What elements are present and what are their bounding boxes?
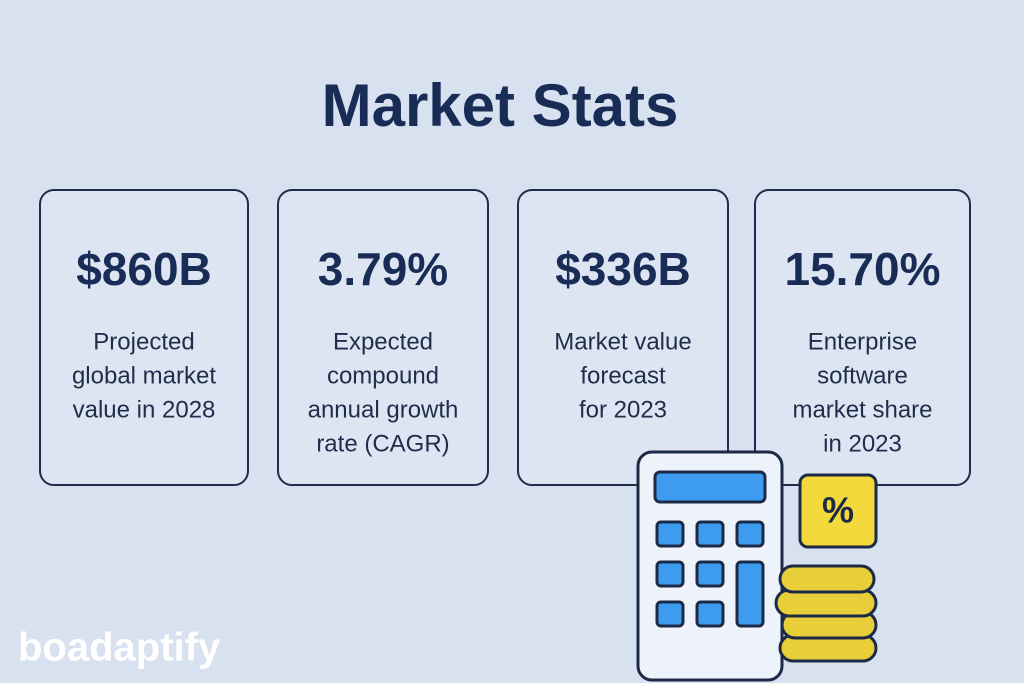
stat-description: market share [792,396,932,423]
stat-card [277,189,489,486]
calculator-illustration: % [636,450,878,682]
stat-description: Projected [93,328,194,355]
percent-badge [798,473,878,549]
percent-badge-label: % [822,490,854,531]
stat-description: rate (CAGR) [316,430,449,457]
stat-description: forecast [580,362,666,389]
stat-description: Enterprise [808,328,917,355]
stat-value: 3.79% [318,243,448,295]
stat-description: compound [327,362,439,389]
stat-description: Expected [333,328,433,355]
stat-value: 15.70% [784,243,940,295]
stat-description: Market value [554,328,691,355]
stat-description: global market [72,362,216,389]
stat-value: $336B [555,243,691,295]
title: Market Stats [322,72,679,139]
stat-description: value in 2028 [73,396,216,423]
cards: $860B Projected global market value in 2028… [39,189,971,486]
stat-description: software [817,362,908,389]
coins [774,564,878,663]
stat-description: annual growth [308,396,459,423]
logo: boadaptify [18,626,221,670]
stat-card [517,189,729,486]
stat-card [39,189,249,486]
stat-description: in 2023 [823,430,902,457]
stat-description: for 2023 [579,396,667,423]
stat-value: $860B [76,243,212,295]
